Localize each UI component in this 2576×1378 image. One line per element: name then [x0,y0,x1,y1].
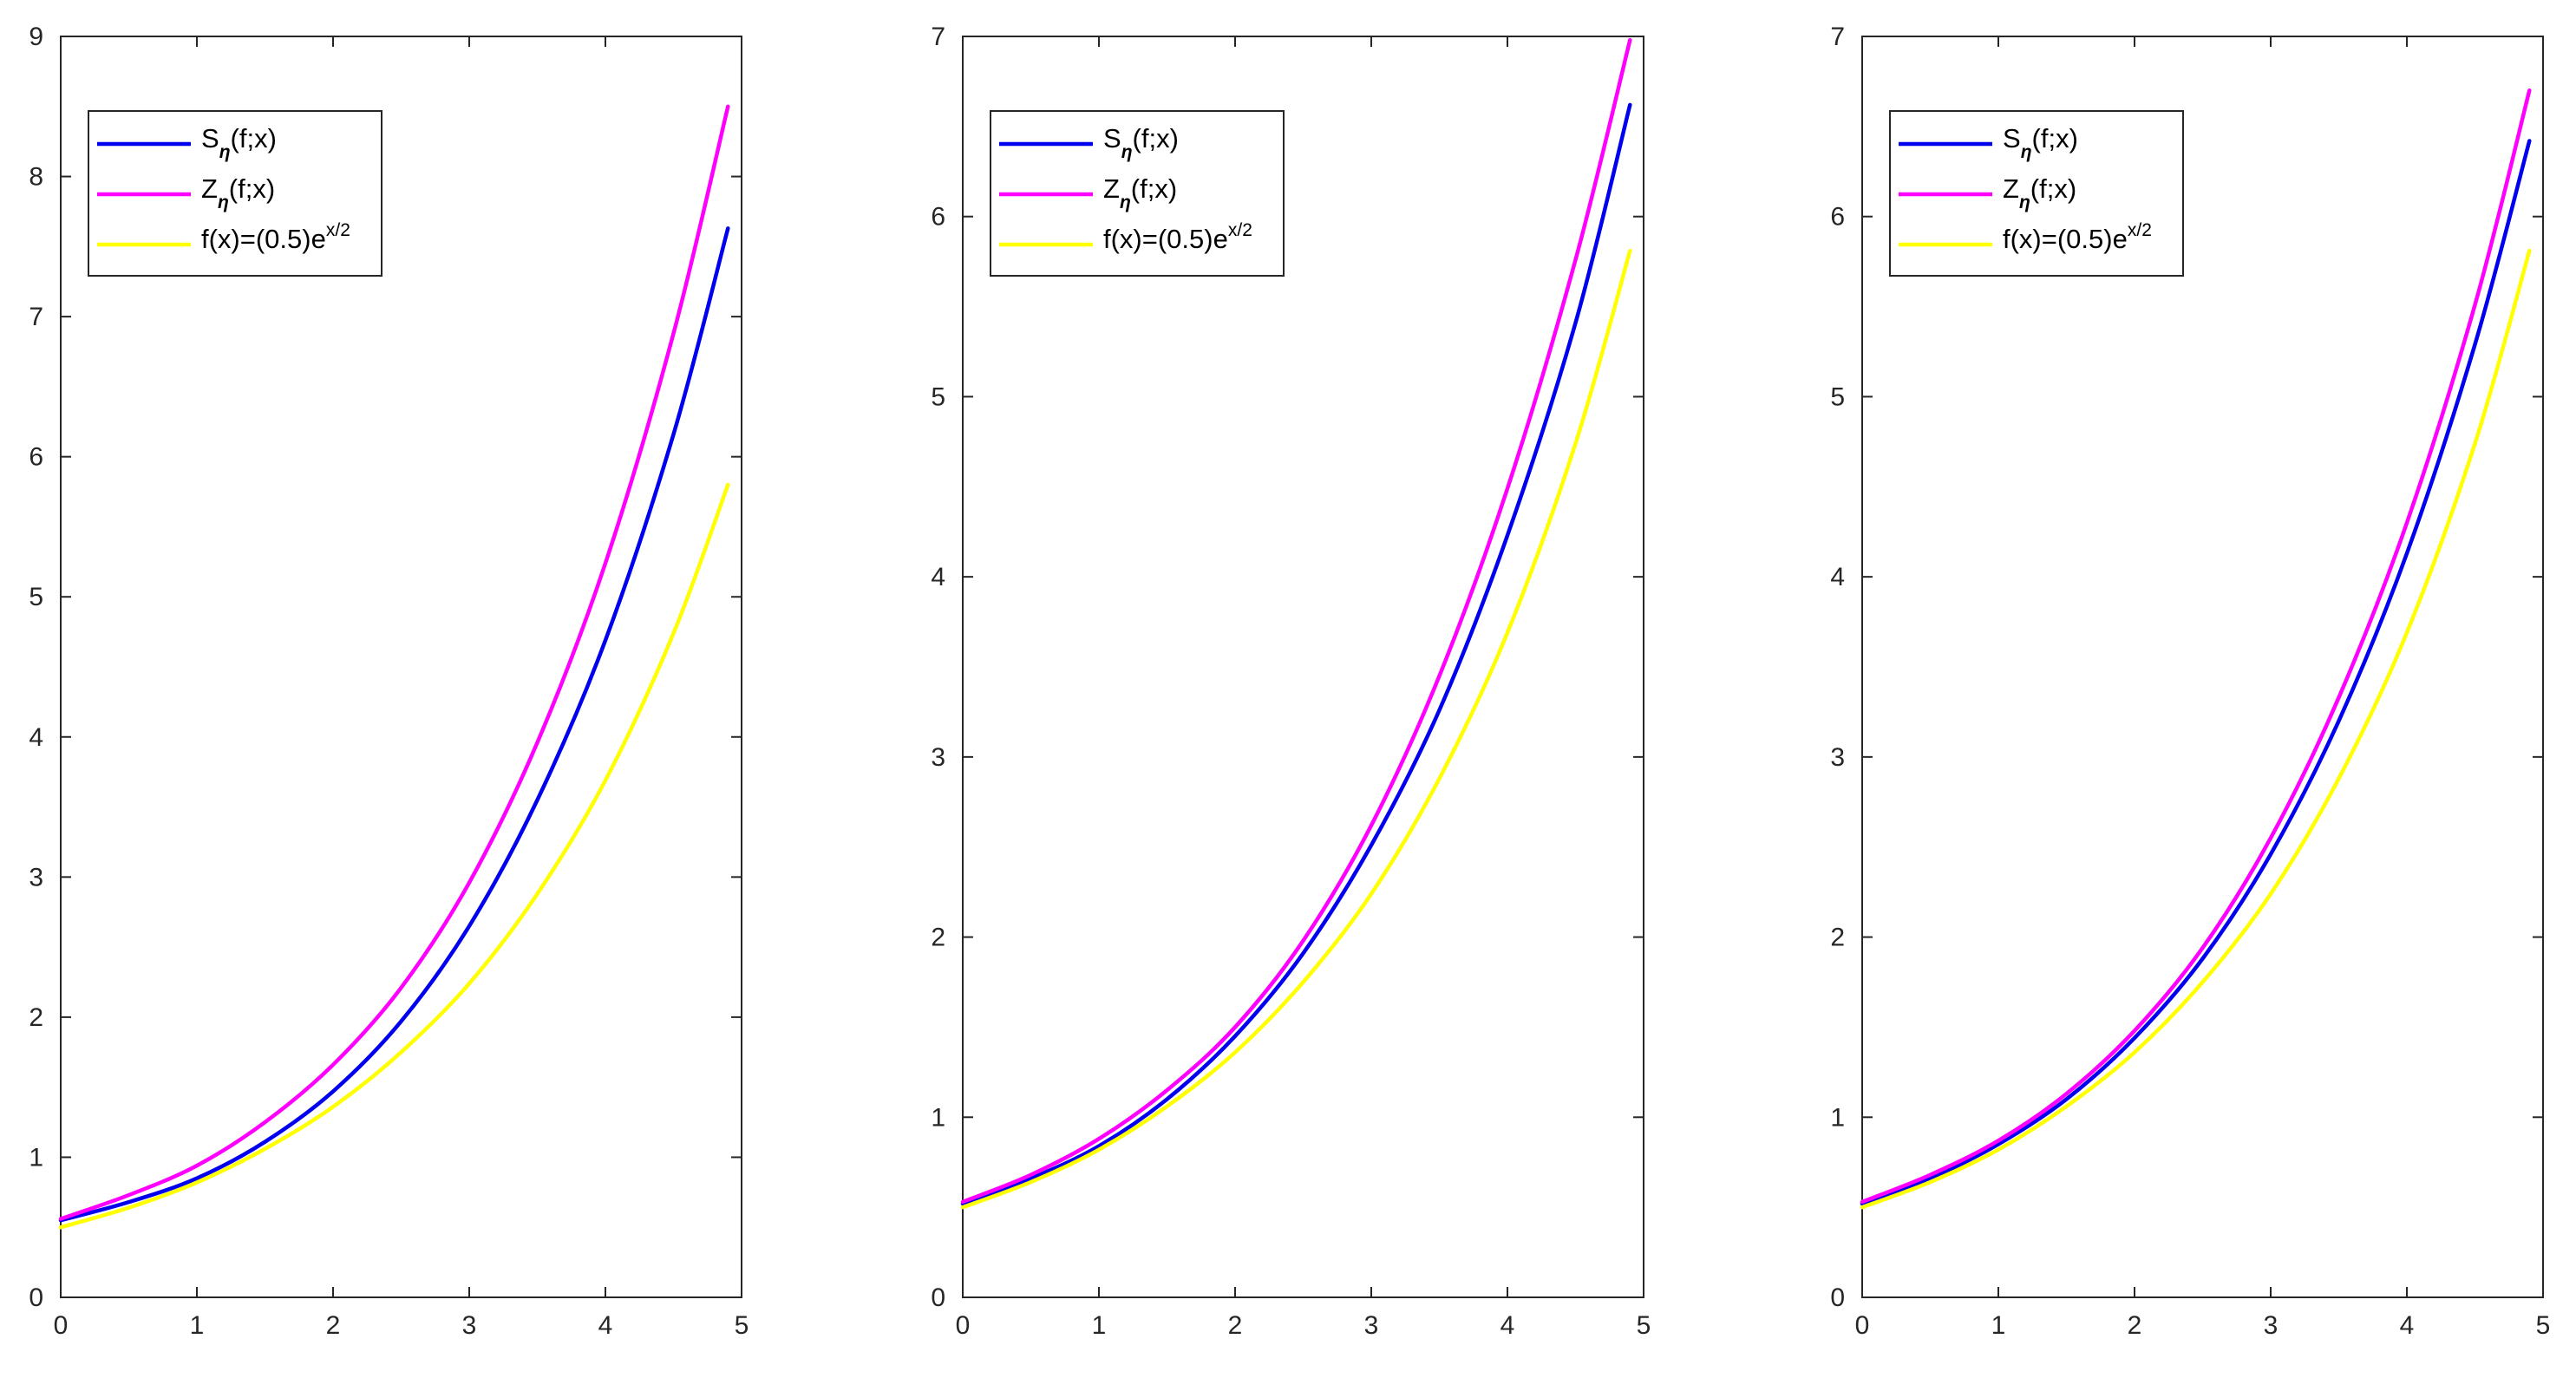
series-line-1 [960,102,1632,1206]
y-tick-label: 0 [1830,1283,1845,1312]
x-tick-label: 3 [1364,1311,1379,1340]
series-line-2 [1860,88,2532,1205]
chart-panel-2: 0 1 2 3 4 5 0 1 2 3 4 5 6 7 Sη(f;x) Zη(f;x) f(x)=(0.5)ex… [931,23,1651,1340]
series-line-3 [960,248,1632,1210]
y-tick-label: 1 [931,1103,945,1132]
y-tick-label: 2 [931,924,945,952]
y-tick-label: 5 [29,583,43,611]
legend-label: Zη(f;x) [2003,173,2076,212]
axes-box [60,36,742,1298]
y-tick-label: 1 [1830,1103,1845,1132]
y-tick-label: 0 [931,1283,945,1312]
y-tick-label: 1 [29,1143,43,1172]
y-tick-label: 3 [1830,743,1845,772]
legend-label: Sη(f;x) [2003,123,2078,162]
x-tick-label: 0 [1855,1311,1870,1340]
legend-label: Zη(f;x) [1103,173,1177,212]
x-tick-label: 1 [1991,1311,2006,1340]
chart-panel-1: 0 1 2 3 4 5 0 1 2 3 4 5 6 7 8 9 Sη(f;x) Zη(f;x) f(x)=(0.5)… [29,23,749,1340]
legend-label: Sη(f;x) [1103,123,1179,162]
x-tick-label: 3 [2264,1311,2279,1340]
y-tick-label: 6 [29,443,43,472]
legend-label: f(x)=(0.5)ex/2 [201,220,350,254]
x-tick-label: 5 [1637,1311,1651,1340]
x-tick-label: 3 [462,1311,477,1340]
y-tick-label: 5 [931,382,945,411]
x-tick-label: 1 [190,1311,205,1340]
y-tick-label: 6 [1830,203,1845,232]
y-tick-label: 9 [29,23,43,51]
y-tick-label: 2 [1830,924,1845,952]
x-tick-label: 1 [1092,1311,1107,1340]
x-tick-label: 4 [1500,1311,1515,1340]
y-tick-label: 3 [29,863,43,891]
x-tick-label: 5 [735,1311,749,1340]
y-tick-label: 4 [931,563,945,591]
axes-box [962,36,1644,1298]
y-tick-label: 0 [29,1283,43,1312]
series-line-3 [58,482,730,1230]
x-tick-label: 4 [598,1311,613,1340]
y-tick-label: 4 [1830,563,1845,591]
chart-panel-3: 0 1 2 3 4 5 0 1 2 3 4 5 6 7 Sη(f;x) Zη(f;x) f(x)=(0.5)ex… [1830,23,2550,1340]
y-tick-label: 3 [931,743,945,772]
series-line-3 [1860,248,2532,1210]
x-tick-label: 0 [956,1311,971,1340]
y-tick-label: 4 [29,723,43,752]
legend: Sη(f;x) Zη(f;x) f(x)=(0.5)ex/2 [1889,110,2184,277]
x-tick-label: 0 [54,1311,69,1340]
y-tick-label: 8 [29,163,43,192]
legend-label: Zη(f;x) [201,173,275,212]
legend-label: f(x)=(0.5)ex/2 [1103,220,1252,254]
series-line-2 [960,37,1632,1205]
legend: Sη(f;x) Zη(f;x) f(x)=(0.5)ex/2 [88,110,382,277]
y-tick-label: 7 [1830,23,1845,51]
x-tick-label: 4 [2400,1311,2415,1340]
series-line-2 [58,104,730,1221]
x-tick-label: 2 [1228,1311,1243,1340]
legend-label: Sη(f;x) [201,123,277,162]
y-tick-label: 6 [931,203,945,232]
axes-box [1861,36,2544,1298]
y-tick-label: 2 [29,1003,43,1032]
x-tick-label: 2 [2128,1311,2142,1340]
y-tick-label: 5 [1830,382,1845,411]
legend-label: f(x)=(0.5)ex/2 [2003,220,2152,254]
x-tick-label: 2 [326,1311,341,1340]
series-line-1 [1860,139,2532,1206]
x-tick-label: 5 [2536,1311,2551,1340]
y-tick-label: 7 [29,303,43,331]
series-line-1 [58,226,730,1223]
legend: Sη(f;x) Zη(f;x) f(x)=(0.5)ex/2 [990,110,1285,277]
y-tick-label: 7 [931,23,945,51]
